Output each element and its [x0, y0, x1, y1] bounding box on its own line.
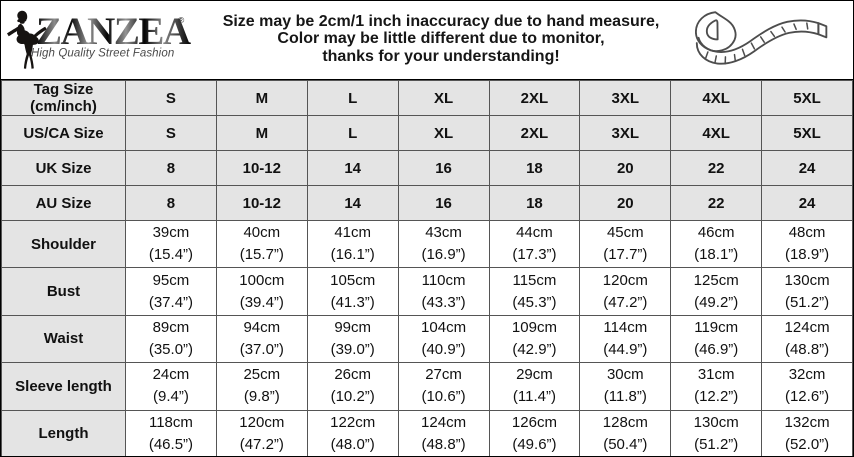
svg-text:High Quality Street Fashion: High Quality Street Fashion — [31, 48, 174, 60]
svg-text:®: ® — [178, 15, 185, 25]
